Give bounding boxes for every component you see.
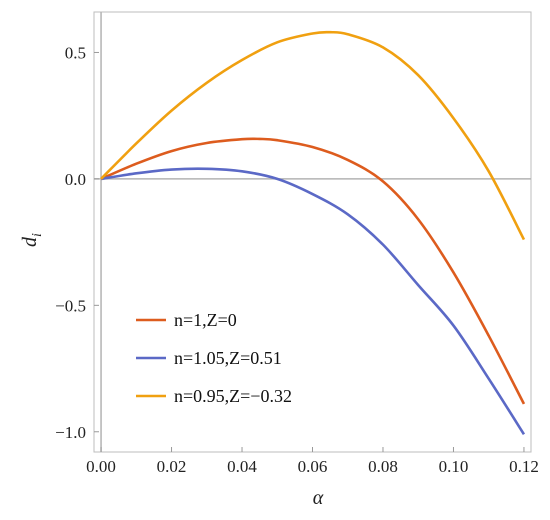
x-tick-label: 0.02 <box>157 457 187 476</box>
x-axis-title: α <box>313 487 324 509</box>
y-tick-label: 0.5 <box>65 43 86 62</box>
x-tick-label: 0.08 <box>368 457 398 476</box>
x-tick-label: 0.00 <box>86 457 116 476</box>
x-tick-label: 0.10 <box>439 457 469 476</box>
y-tick-label: −0.5 <box>55 296 86 315</box>
series-line-3 <box>100 30 526 241</box>
y-axis-title: di <box>19 233 45 247</box>
legend-label-3: n=0.95,Z=−0.32 <box>174 386 292 406</box>
series-line-2 <box>100 167 526 435</box>
plot-frame <box>93 11 532 453</box>
y-axis-title-subscript: i <box>30 233 45 237</box>
x-tick-label: 0.04 <box>227 457 257 476</box>
y-tick-label: −1.0 <box>55 423 86 442</box>
y-tick-label: 0.0 <box>65 170 86 189</box>
legend-label-2: n=1.05,Z=0.51 <box>174 348 282 368</box>
series-line-1 <box>100 137 526 405</box>
x-tick-label: 0.06 <box>298 457 328 476</box>
legend-label-1: n=1,Z=0 <box>174 310 237 330</box>
x-tick-label: 0.12 <box>509 457 539 476</box>
